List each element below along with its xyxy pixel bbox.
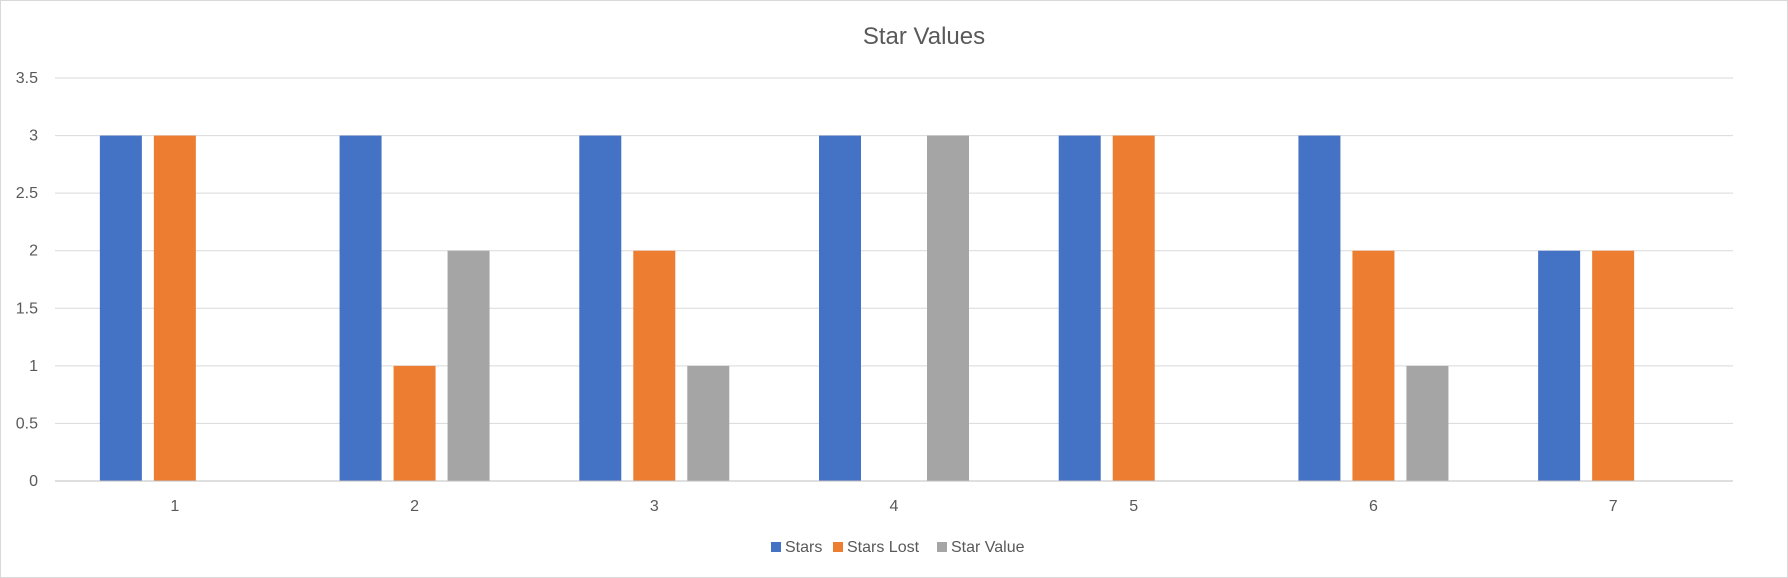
legend: Stars Stars Lost Star Value	[771, 539, 1025, 556]
bar-stars-lost-7	[1592, 250, 1635, 481]
x-tick-label: 2	[410, 498, 419, 515]
y-tick-label: 1.5	[16, 300, 38, 317]
x-tick-label: 1	[170, 498, 179, 515]
gridlines	[55, 77, 1733, 424]
y-tick-label: 0.5	[16, 415, 38, 432]
x-tick-label: 7	[1609, 498, 1618, 515]
x-tick-label: 6	[1369, 498, 1378, 515]
bar-stars-4	[819, 135, 861, 482]
bar-star-value-3	[687, 365, 730, 481]
y-tick-label: 2.5	[16, 185, 38, 202]
bar-stars-lost-6	[1352, 250, 1395, 481]
bar-stars-2	[339, 135, 382, 482]
bar-stars-5	[1058, 135, 1101, 482]
x-tick-label: 5	[1129, 498, 1138, 515]
y-tick-label: 1	[29, 358, 38, 375]
bar-stars-6	[1298, 135, 1341, 482]
legend-label: Stars Lost	[847, 539, 920, 556]
legend-swatch-stars	[771, 542, 781, 552]
bar-star-value-6	[1406, 365, 1449, 481]
bar-star-value-4	[927, 135, 969, 482]
x-tick-label: 4	[890, 498, 899, 515]
legend-swatch-stars-lost	[833, 542, 843, 552]
y-tick-label: 3	[29, 128, 38, 145]
bar-stars-lost-5	[1112, 135, 1155, 482]
bar-stars-lost-3	[633, 250, 676, 481]
legend-label: Star Value	[951, 539, 1025, 556]
bar-stars-3	[579, 135, 622, 482]
bar-stars-lost-2	[393, 365, 436, 481]
x-tick-label: 3	[650, 498, 659, 515]
bar-star-value-2	[447, 250, 490, 481]
bar-stars-lost-1	[153, 135, 196, 482]
legend-label: Stars	[785, 539, 822, 556]
y-tick-label: 2	[29, 243, 38, 260]
bar-stars-1	[99, 135, 142, 482]
y-axis-ticks: 0 0.5 1 1.5 2 2.5 3 3.5	[16, 70, 38, 490]
bar-stars-7	[1538, 250, 1581, 481]
chart-title: Star Values	[863, 23, 985, 50]
legend-swatch-star-value	[937, 542, 947, 552]
bars	[99, 135, 1635, 482]
y-tick-label: 3.5	[16, 70, 38, 87]
y-tick-label: 0	[29, 473, 38, 490]
x-axis-ticks: 1 2 3 4 5 6 7	[170, 498, 1617, 515]
